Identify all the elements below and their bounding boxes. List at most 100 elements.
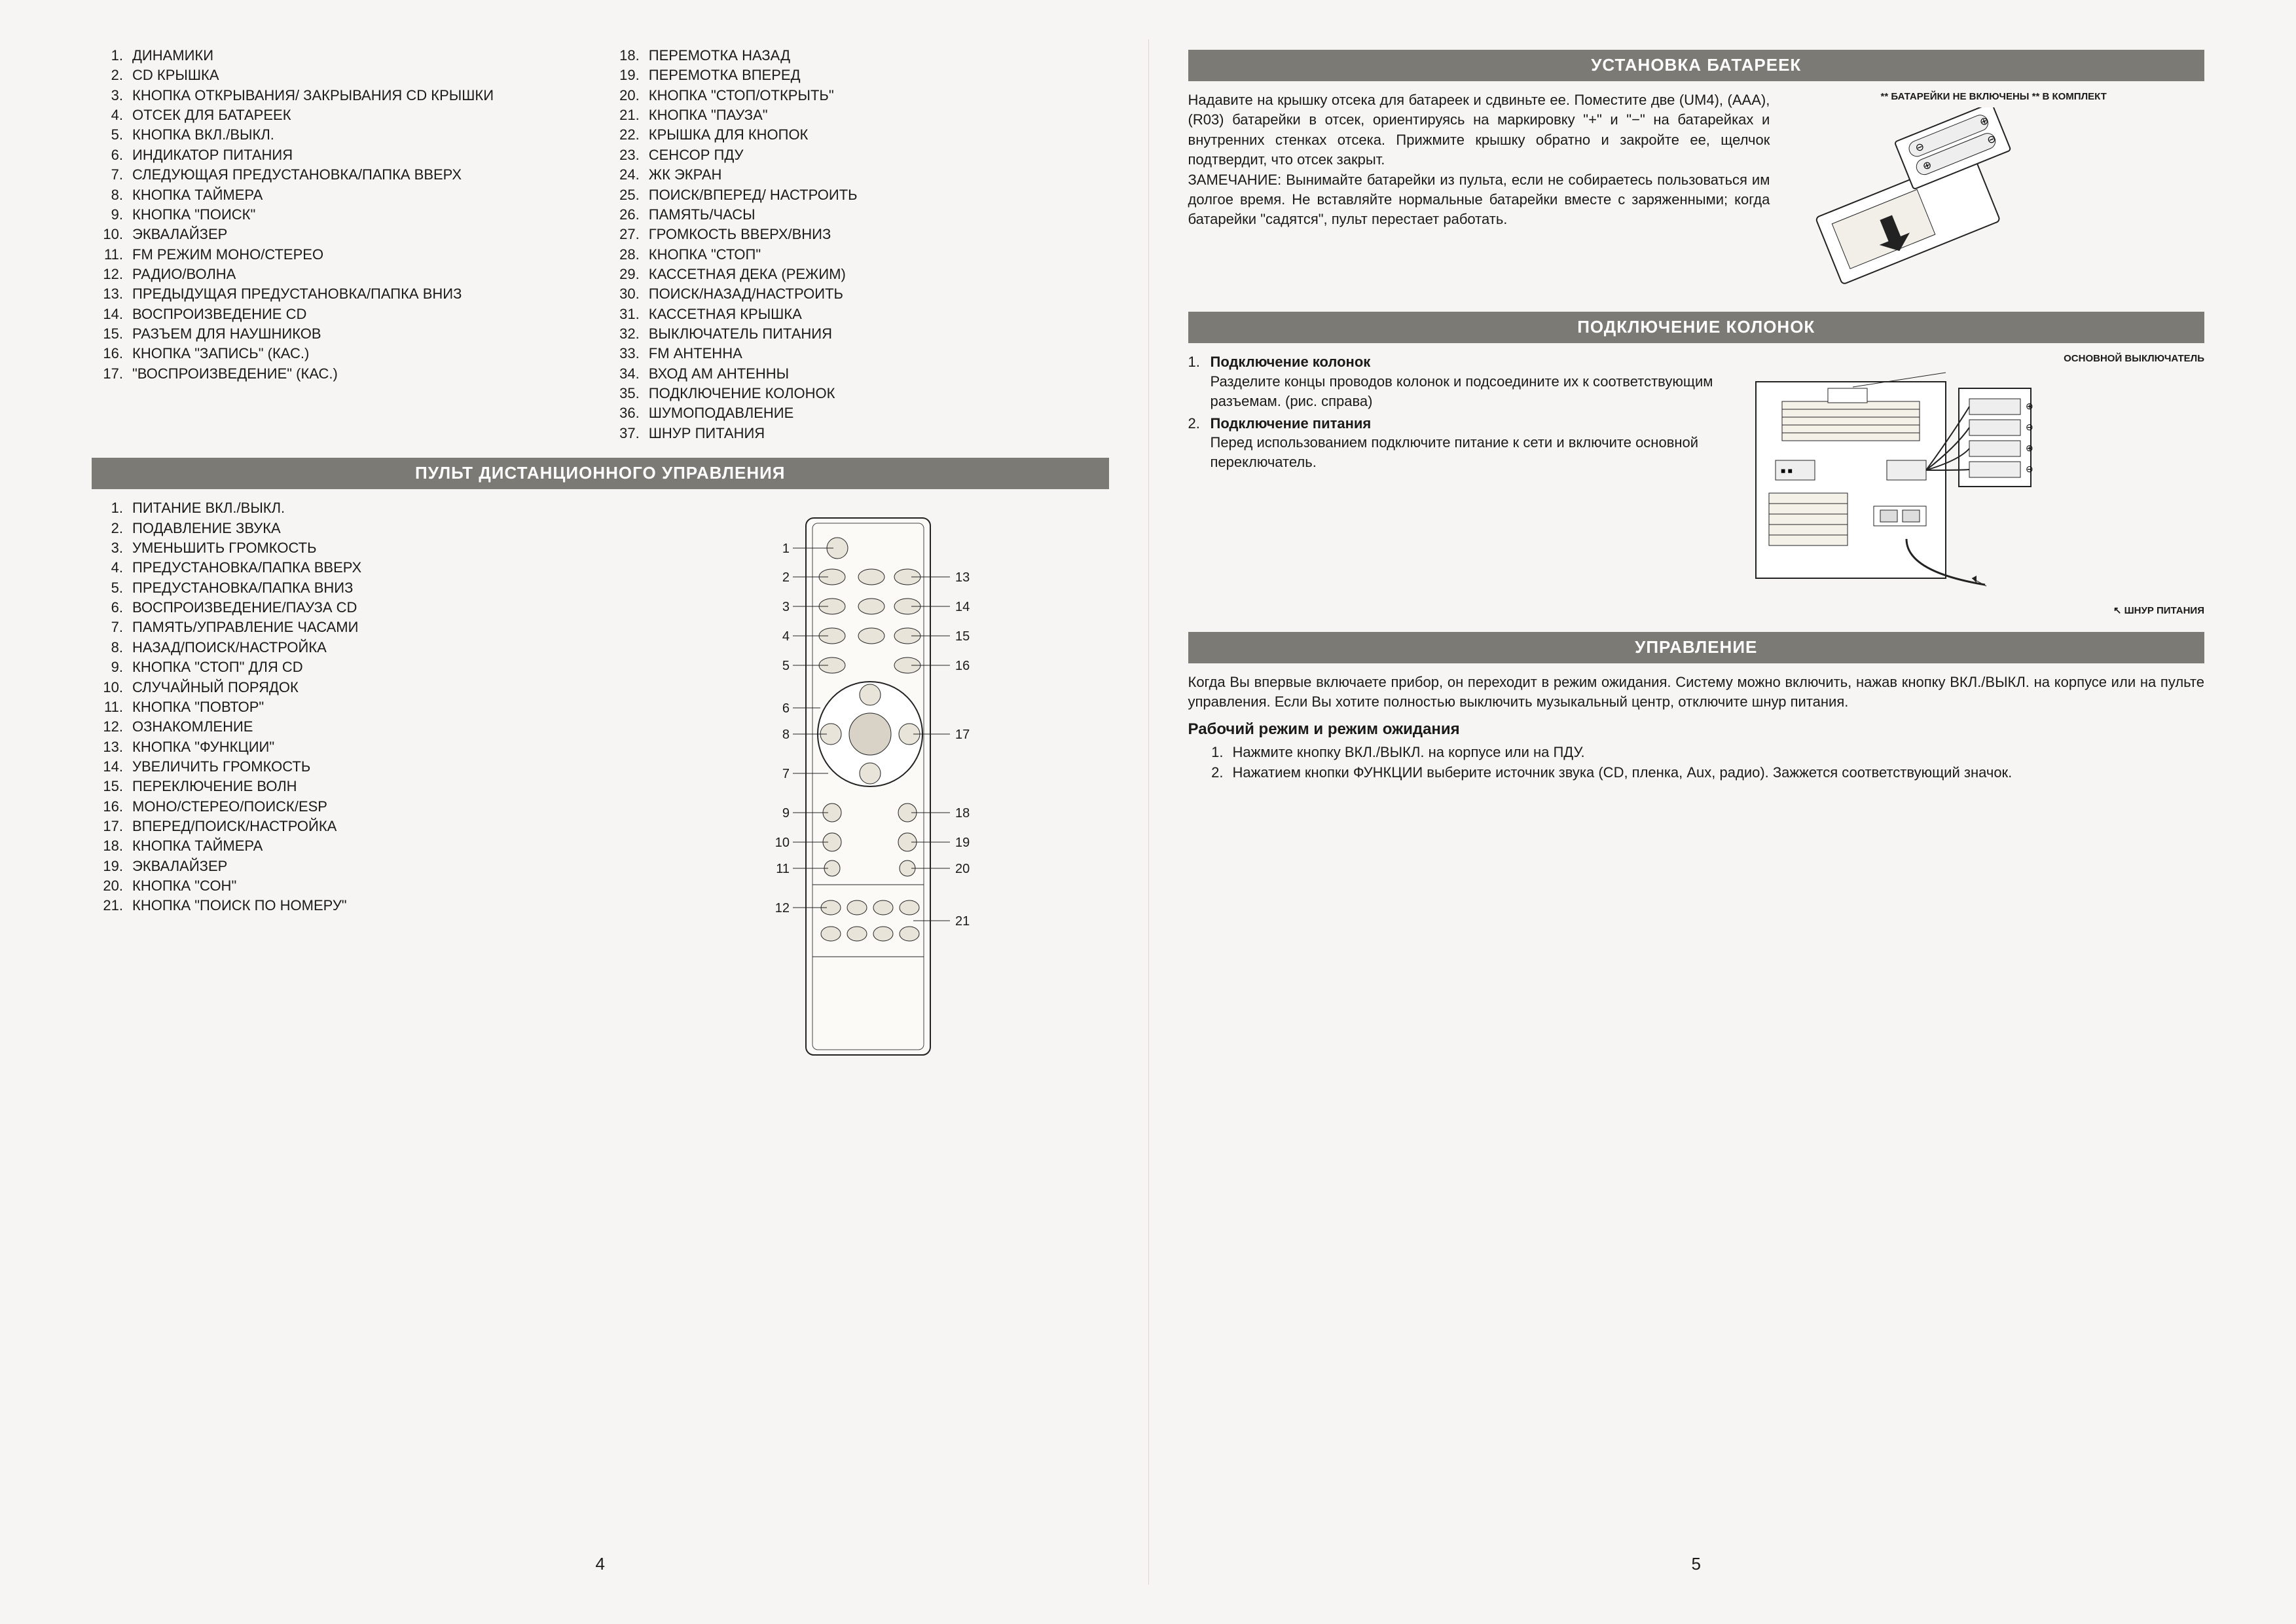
page-number-left: 4 <box>596 1553 605 1576</box>
svg-text:3: 3 <box>782 600 790 614</box>
list-item: НАЗАД/ПОИСК/НАСТРОЙКА <box>92 638 634 657</box>
main-parts-col-right: ПЕРЕМОТКА НАЗАДПЕРЕМОТКА ВПЕРЕДКНОПКА "С… <box>608 46 1109 443</box>
svg-text:11: 11 <box>776 862 790 876</box>
list-item: ВПЕРЕД/ПОИСК/НАСТРОЙКА <box>92 817 634 836</box>
page-right: УСТАНОВКА БАТАРЕЕК Надавите на крышку от… <box>1148 39 2244 1585</box>
list-item: КНОПКА "СОН" <box>92 876 634 896</box>
list-item: МОНО/СТЕРЕО/ПОИСК/ESP <box>92 797 634 817</box>
control-steps: Нажмите кнопку ВКЛ./ВЫКЛ. на корпусе или… <box>1188 743 2205 783</box>
list-item: ГРОМКОСТЬ ВВЕРХ/ВНИЗ <box>608 225 1109 244</box>
svg-text:2: 2 <box>782 570 790 585</box>
list-item: ЭКВАЛАЙЗЕР <box>92 225 592 244</box>
svg-text:5: 5 <box>782 659 790 673</box>
remote-list-wrap: ПИТАНИЕ ВКЛ./ВЫКЛ.ПОДАВЛЕНИЕ ЗВУКАУМЕНЬШ… <box>92 498 634 1094</box>
svg-text:20: 20 <box>955 862 970 876</box>
list-main-right: ПЕРЕМОТКА НАЗАДПЕРЕМОТКА ВПЕРЕДКНОПКА "С… <box>608 46 1109 443</box>
list-item: КНОПКА "ПОИСК ПО НОМЕРУ" <box>92 896 634 915</box>
list-item: ПЕРЕМОТКА ВПЕРЕД <box>608 65 1109 85</box>
svg-text:⊕: ⊕ <box>2026 401 2033 411</box>
list-item: ПОДАВЛЕНИЕ ЗВУКА <box>92 519 634 538</box>
svg-text:21: 21 <box>955 914 970 929</box>
list-item: КНОПКА "ФУНКЦИИ" <box>92 737 634 757</box>
page-number-right: 5 <box>1692 1553 1701 1576</box>
remote-diagram-wrap: 123456789101112 131415161718192021 <box>647 498 1108 1094</box>
svg-text:13: 13 <box>955 570 970 585</box>
main-parts-list: ДИНАМИКИCD КРЫШКАКНОПКА ОТКРЫВАНИЯ/ ЗАКР… <box>92 46 1109 443</box>
svg-text:7: 7 <box>782 767 790 781</box>
banner-battery: УСТАНОВКА БАТАРЕЕК <box>1188 50 2205 81</box>
list-item: КНОПКА "ПОИСК" <box>92 205 592 225</box>
battery-p1: Надавите на крышку отсека для батареек и… <box>1188 92 1770 168</box>
list-item: ВОСПРОИЗВЕДЕНИЕ/ПАУЗА CD <box>92 598 634 618</box>
list-item: ПРЕДУСТАНОВКА/ПАПКА ВНИЗ <box>92 578 634 598</box>
list-item: ШУМОПОДАВЛЕНИЕ <box>608 403 1109 423</box>
svg-text:16: 16 <box>955 659 970 673</box>
list-item: КНОПКА ВКЛ./ВЫКЛ. <box>92 125 592 145</box>
speakers-figure: ОСНОВНОЙ ВЫКЛЮЧАТЕЛЬ ■ ■ <box>1743 352 2204 618</box>
list-item: СЛУЧАЙНЫЙ ПОРЯДОК <box>92 678 634 697</box>
battery-text: Надавите на крышку отсека для батареек и… <box>1188 90 1770 297</box>
speaker-diagram: ■ ■ <box>1743 369 2044 604</box>
speakers-list: 1.Подключение колонокРазделите концы про… <box>1188 352 1730 471</box>
list-item: РАЗЪЕМ ДЛЯ НАУШНИКОВ <box>92 324 592 344</box>
list-item: КАССЕТНАЯ КРЫШКА <box>608 304 1109 324</box>
list-item: РАДИО/ВОЛНА <box>92 265 592 284</box>
svg-text:⊖: ⊖ <box>2026 464 2033 474</box>
list-item: ПЕРЕМОТКА НАЗАД <box>608 46 1109 65</box>
speaker-caption-bottom-text: ШНУР ПИТАНИЯ <box>2124 605 2204 616</box>
list-item: КНОПКА "ПОВТОР" <box>92 697 634 717</box>
speaker-caption-top: ОСНОВНОЙ ВЫКЛЮЧАТЕЛЬ <box>1743 352 2204 365</box>
battery-diagram: ⊖⊕ ⊕⊖ <box>1783 107 2018 297</box>
list-remote: ПИТАНИЕ ВКЛ./ВЫКЛ.ПОДАВЛЕНИЕ ЗВУКАУМЕНЬШ… <box>92 498 634 916</box>
list-item: ПОДКЛЮЧЕНИЕ КОЛОНОК <box>608 384 1109 403</box>
remote-diagram: 123456789101112 131415161718192021 <box>675 505 1081 1094</box>
list-item: ОТСЕК ДЛЯ БАТАРЕЕК <box>92 105 592 125</box>
list-item: СЕНСОР ПДУ <box>608 145 1109 165</box>
svg-text:⊖: ⊖ <box>2026 422 2033 432</box>
svg-text:6: 6 <box>782 701 790 716</box>
list-item: СЛЕДУЮЩАЯ ПРЕДУСТАНОВКА/ПАПКА ВВЕРХ <box>92 165 592 185</box>
list-item: ПОИСК/ВПЕРЕД/ НАСТРОИТЬ <box>608 185 1109 205</box>
svg-text:12: 12 <box>775 901 790 915</box>
list-item: УМЕНЬШИТЬ ГРОМКОСТЬ <box>92 538 634 558</box>
list-item: КНОПКА ТАЙМЕРА <box>92 836 634 856</box>
svg-text:17: 17 <box>955 728 970 742</box>
control-text: Когда Вы впервые включаете прибор, он пе… <box>1188 673 2205 712</box>
svg-text:1: 1 <box>782 542 790 556</box>
list-item: КНОПКА "СТОП" ДЛЯ CD <box>92 657 634 677</box>
list-item: ВЫКЛЮЧАТЕЛЬ ПИТАНИЯ <box>608 324 1109 344</box>
list-main-left: ДИНАМИКИCD КРЫШКАКНОПКА ОТКРЫВАНИЯ/ ЗАКР… <box>92 46 592 384</box>
list-item: ДИНАМИКИ <box>92 46 592 65</box>
list-item: 1.Подключение колонокРазделите концы про… <box>1188 352 1730 411</box>
list-item: КНОПКА "ПАУЗА" <box>608 105 1109 125</box>
svg-text:14: 14 <box>955 600 970 614</box>
list-item: ЖК ЭКРАН <box>608 165 1109 185</box>
list-item: CD КРЫШКА <box>92 65 592 85</box>
svg-text:8: 8 <box>782 728 790 742</box>
battery-p2: ЗАМЕЧАНИЕ: Вынимайте батарейки из пульта… <box>1188 172 1770 228</box>
list-item: КНОПКА ТАЙМЕРА <box>92 185 592 205</box>
main-parts-col-left: ДИНАМИКИCD КРЫШКАКНОПКА ОТКРЫВАНИЯ/ ЗАКР… <box>92 46 592 443</box>
list-item: КНОПКА "СТОП" <box>608 245 1109 265</box>
battery-caption: ** БАТАРЕЙКИ НЕ ВКЛЮЧЕНЫ ** В КОМПЛЕКТ <box>1783 90 2204 103</box>
battery-figure: ** БАТАРЕЙКИ НЕ ВКЛЮЧЕНЫ ** В КОМПЛЕКТ ⊖… <box>1783 90 2204 297</box>
banner-remote: ПУЛЬТ ДИСТАНЦИОННОГО УПРАВЛЕНИЯ <box>92 458 1109 489</box>
speakers-section: 1.Подключение колонокРазделите концы про… <box>1188 352 2205 618</box>
list-item: ЭКВАЛАЙЗЕР <box>92 857 634 876</box>
speakers-text: 1.Подключение колонокРазделите концы про… <box>1188 352 1730 618</box>
list-item: FM АНТЕННА <box>608 344 1109 363</box>
battery-section: Надавите на крышку отсека для батареек и… <box>1188 90 2205 297</box>
list-item: ПЕРЕКЛЮЧЕНИЕ ВОЛН <box>92 777 634 796</box>
svg-text:15: 15 <box>955 629 970 644</box>
svg-text:19: 19 <box>955 836 970 850</box>
list-item: ПАМЯТЬ/ЧАСЫ <box>608 205 1109 225</box>
list-item: Нажмите кнопку ВКЛ./ВЫКЛ. на корпусе или… <box>1192 743 2205 762</box>
page-left: ДИНАМИКИCD КРЫШКАКНОПКА ОТКРЫВАНИЯ/ ЗАКР… <box>52 39 1148 1585</box>
list-item: FM РЕЖИМ МОНО/СТЕРЕО <box>92 245 592 265</box>
speaker-caption-bottom: ↖ ШНУР ПИТАНИЯ <box>1743 604 2204 618</box>
svg-text:9: 9 <box>782 806 790 821</box>
list-item: ВОСПРОИЗВЕДЕНИЕ CD <box>92 304 592 324</box>
list-item: КНОПКА "СТОП/ОТКРЫТЬ" <box>608 86 1109 105</box>
svg-text:18: 18 <box>955 806 970 821</box>
list-item: УВЕЛИЧИТЬ ГРОМКОСТЬ <box>92 757 634 777</box>
